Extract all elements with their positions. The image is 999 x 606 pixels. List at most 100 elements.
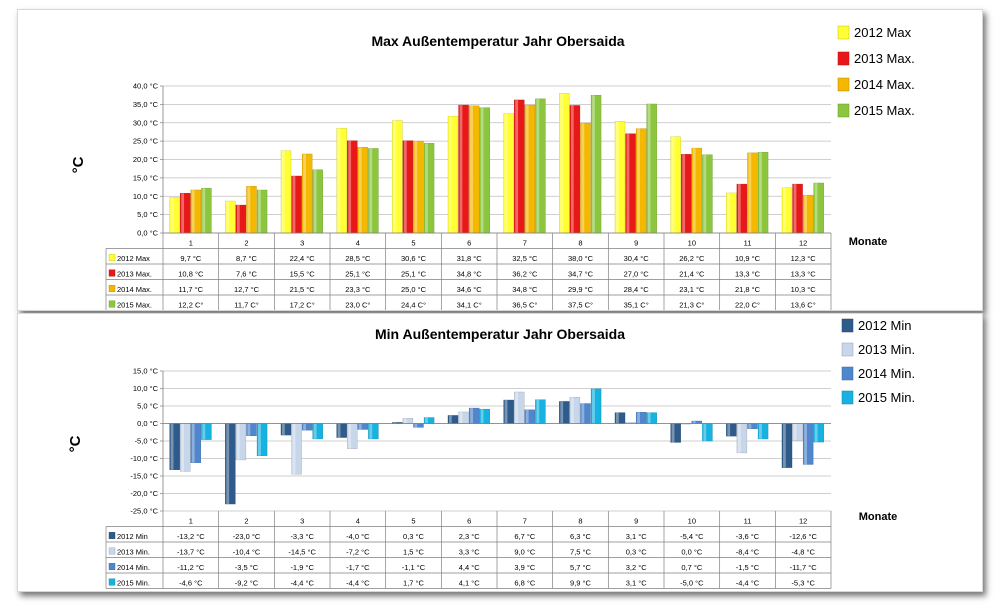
bar-highlight — [703, 154, 707, 233]
data-label: 0,7 °C — [681, 563, 703, 572]
legend-label: 2015 Min. — [858, 390, 915, 405]
bar-highlight — [258, 423, 261, 456]
bar-highlight — [647, 412, 651, 424]
data-label: 38,0 °C — [568, 254, 594, 263]
data-label: 22,0 C° — [735, 300, 760, 309]
bar-highlight — [170, 197, 174, 233]
bar-highlight — [393, 422, 397, 424]
x-tick-label: 12 — [799, 239, 807, 248]
data-label: 0,0 °C — [681, 547, 703, 556]
bar-highlight — [258, 190, 261, 233]
y-tick-label: 10,0 °C — [133, 192, 159, 201]
data-label: 17,2 C° — [290, 300, 315, 309]
bar-highlight — [804, 423, 807, 465]
bar-highlight — [581, 123, 585, 233]
data-label: -4,4 °C — [736, 578, 760, 587]
legend-key — [841, 366, 854, 381]
data-label: -4,0 °C — [346, 532, 370, 541]
bar-highlight — [570, 105, 574, 233]
data-label: -4,4 °C — [290, 578, 314, 587]
bar-highlight — [393, 120, 397, 233]
bar-highlight — [247, 186, 251, 233]
bar-highlight — [459, 411, 463, 424]
y-tick-label: 35,0 °C — [133, 100, 159, 109]
data-label: 5,7 °C — [570, 563, 592, 572]
data-label: 9,0 °C — [514, 547, 536, 556]
legend-key — [837, 51, 850, 66]
data-label: -4,8 °C — [791, 547, 815, 556]
data-label: 9,7 °C — [180, 254, 202, 263]
bar-highlight — [202, 423, 206, 440]
x-tick-label: 1 — [189, 517, 193, 526]
legend-label: 2014 Max. — [854, 77, 915, 92]
bar-highlight — [425, 417, 428, 424]
data-label: 7,5 °C — [570, 547, 592, 556]
data-label: -3,6 °C — [736, 532, 760, 541]
y-tick-label: 15,0 °C — [133, 173, 159, 182]
bar-highlight — [202, 188, 206, 233]
data-label: 12,7 °C — [234, 285, 260, 294]
bar-highlight — [525, 105, 529, 233]
bar-highlight — [783, 423, 786, 468]
bar-highlight — [759, 152, 762, 233]
bar-highlight — [170, 423, 174, 470]
legend-key — [841, 318, 854, 333]
data-label: 30,4 °C — [624, 254, 650, 263]
data-label: 13,3 °C — [791, 269, 817, 278]
y-tick-label: -25,0 °C — [130, 507, 158, 516]
data-label: 4,4 °C — [459, 563, 481, 572]
x-tick-label: 11 — [744, 517, 752, 526]
bar-highlight — [671, 423, 675, 443]
bar-highlight — [369, 148, 373, 233]
data-label: -3,3 °C — [290, 532, 314, 541]
table-series-label: 2012 Min — [117, 532, 148, 541]
x-tick-label: 3 — [300, 239, 304, 248]
x-axis-title: Monate — [849, 236, 888, 248]
bar-highlight — [449, 415, 452, 424]
table-series-label: 2015 Max. — [117, 300, 152, 309]
data-label: 21,3 C° — [679, 300, 704, 309]
bar-highlight — [414, 141, 418, 233]
table-legend-key — [108, 285, 116, 292]
min-temperature-chart: Min Außentemperatur Jahr Obersaida °C -25,… — [67, 318, 915, 589]
bar-highlight — [313, 169, 317, 233]
data-label: 36,2 °C — [512, 269, 538, 278]
data-label: 25,0 °C — [401, 285, 427, 294]
x-tick-label: 8 — [578, 517, 582, 526]
x-tick-label: 9 — [634, 239, 638, 248]
data-label: 34,8 °C — [512, 285, 538, 294]
bar-highlight — [737, 184, 741, 233]
bar-highlight — [303, 423, 306, 431]
bar-highlight — [282, 150, 285, 233]
x-tick-label: 10 — [688, 239, 696, 248]
data-label: 23,0 C° — [345, 300, 370, 309]
data-label: 12,3 °C — [791, 254, 817, 263]
bar-highlight — [292, 176, 296, 233]
bar-highlight — [793, 423, 797, 441]
bar-highlight — [504, 113, 508, 233]
data-label: 25,1 °C — [345, 269, 371, 278]
x-tick-label: 10 — [688, 517, 696, 526]
chart-title: Min Außentemperatur Jahr Obersaida — [375, 326, 625, 342]
table-legend-key — [108, 269, 116, 277]
data-label: 21,5 °C — [290, 285, 316, 294]
x-tick-label: 9 — [634, 517, 638, 526]
bar-highlight — [292, 423, 296, 475]
y-tick-label: 40,0 °C — [133, 82, 159, 91]
bar-highlight — [369, 423, 373, 439]
bar-highlight — [247, 423, 251, 436]
y-tick-label: 5,0 °C — [137, 402, 159, 411]
bar-highlight — [626, 133, 630, 233]
x-tick-label: 7 — [523, 517, 527, 526]
data-label: 23,1 °C — [679, 285, 705, 294]
y-tick-label: 0,0 °C — [137, 419, 159, 428]
table-legend-key — [108, 563, 116, 571]
data-label: -8,4 °C — [736, 547, 760, 556]
bar-highlight — [236, 205, 240, 233]
data-label: -3,5 °C — [235, 563, 259, 572]
x-tick-label: 11 — [744, 239, 752, 248]
data-label: 15,5 °C — [290, 269, 316, 278]
legend-label: 2014 Min. — [858, 366, 915, 381]
bar-highlight — [793, 184, 797, 233]
data-label: 13,6 C° — [791, 300, 816, 309]
